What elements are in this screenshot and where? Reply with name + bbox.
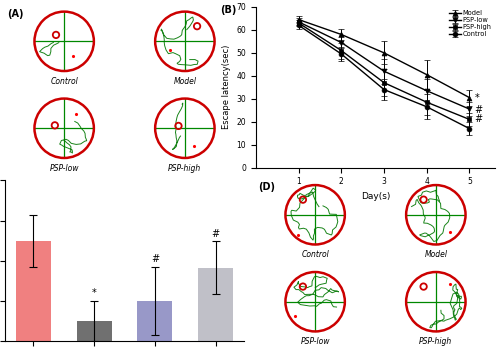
Text: #: #	[212, 229, 220, 239]
Text: PSP-high: PSP-high	[419, 337, 452, 346]
Circle shape	[286, 185, 345, 245]
Text: (D): (D)	[258, 182, 276, 192]
Circle shape	[155, 98, 214, 158]
Circle shape	[34, 11, 94, 71]
Circle shape	[286, 272, 345, 331]
Text: (B): (B)	[220, 5, 236, 15]
Bar	[16, 241, 51, 341]
Circle shape	[155, 11, 214, 71]
Text: #: #	[474, 105, 482, 115]
Bar	[76, 321, 112, 341]
Bar	[198, 268, 233, 341]
Text: *: *	[474, 93, 480, 103]
Text: #: #	[474, 114, 482, 124]
Text: Control: Control	[302, 250, 329, 259]
Legend: Model, PSP-low, PSP-high, Control: Model, PSP-low, PSP-high, Control	[448, 10, 492, 37]
Text: #: #	[151, 254, 159, 264]
Text: PSP-low: PSP-low	[50, 164, 79, 173]
Bar	[138, 301, 172, 341]
Text: Model: Model	[174, 77, 197, 86]
Text: (A): (A)	[8, 9, 24, 18]
Text: PSP-high: PSP-high	[168, 164, 202, 173]
X-axis label: Day(s): Day(s)	[361, 192, 390, 201]
Circle shape	[406, 272, 466, 331]
Circle shape	[34, 98, 94, 158]
Text: PSP-low: PSP-low	[300, 337, 330, 346]
Y-axis label: Escape latency(sec): Escape latency(sec)	[222, 45, 231, 129]
Text: *: *	[92, 288, 96, 299]
Text: Model: Model	[424, 250, 448, 259]
Text: Control: Control	[50, 77, 78, 86]
Circle shape	[406, 185, 466, 245]
